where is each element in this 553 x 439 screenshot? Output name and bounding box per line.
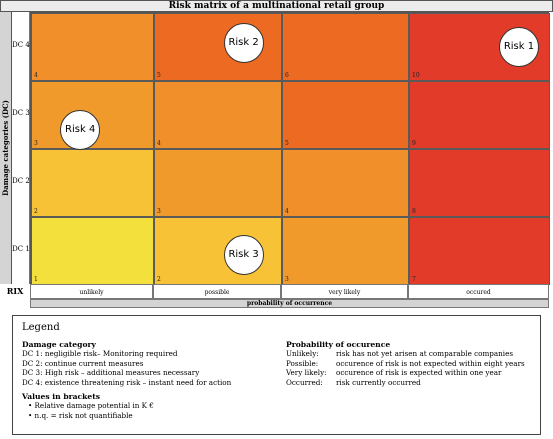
probability-term: Occurred: [286, 377, 323, 387]
rix-value: 6 [285, 72, 289, 79]
matrix-cell: 4 [154, 81, 282, 149]
matrix-cell: 3 [154, 149, 282, 217]
matrix-cell: 7 [409, 217, 550, 285]
legend-title: Legend [22, 322, 60, 333]
probability-item: Very likely: occurence of risk is expecte… [286, 368, 536, 377]
rix-value: 9 [412, 140, 416, 147]
matrix-cell: 3 [282, 217, 409, 285]
damage-item: DC 4: existence threatening risk – insta… [22, 377, 232, 387]
damage-item: DC 3: High risk – additional measures ne… [22, 368, 200, 378]
probability-item: Possible: occurence of risk is not expect… [286, 359, 536, 368]
rix-value: 7 [412, 276, 416, 283]
probability-desc: risk has not yet arisen at comparable co… [336, 349, 514, 359]
rix-value: 3 [34, 140, 38, 147]
probability-item: Unlikely: risk has not yet arisen at comp… [286, 349, 536, 358]
row-labels: DC 4 DC 3 DC 2 DC 1 [12, 12, 30, 284]
probability-legend: Probability of occurence Unlikely: risk h… [286, 340, 536, 387]
probability-term: Possible: [286, 358, 319, 368]
brackets-item: • Relative damage potential in K € [28, 401, 154, 411]
rix-value: 3 [157, 208, 161, 215]
column-label: unlikely [30, 284, 153, 299]
risk-marker: Risk 3 [223, 235, 264, 276]
brackets-heading: Values in brackets [22, 392, 101, 402]
y-axis-band [0, 12, 12, 284]
rix-value: 2 [157, 276, 161, 283]
rix-value: 5 [285, 140, 289, 147]
rix-value: 5 [157, 72, 161, 79]
matrix-cell: 1 [31, 217, 154, 285]
row-label: DC 4 [12, 41, 30, 49]
x-axis-label: probability of occurrence [30, 299, 549, 308]
risk-marker: Risk 2 [223, 22, 264, 63]
row-label: DC 1 [12, 245, 30, 253]
damage-category-legend: Damage category DC 1: negligible risk– M… [22, 340, 292, 420]
rix-value: 4 [34, 72, 38, 79]
rix-value: 1 [34, 276, 38, 283]
probability-desc: risk currently occurred [336, 377, 421, 387]
chart-title: Risk matrix of a multinational retail gr… [0, 0, 553, 12]
probability-term: Very likely: [286, 368, 327, 378]
matrix-cell: 4 [31, 13, 154, 81]
probability-term: Unlikely: [286, 349, 319, 359]
probability-desc: occurence of risk is not expected within… [336, 358, 525, 368]
rix-value: 2 [34, 208, 38, 215]
probability-heading: Probability of occurence [286, 340, 391, 349]
column-label: occured [408, 284, 549, 299]
rix-value: 10 [412, 72, 420, 79]
rix-value: 3 [285, 276, 289, 283]
damage-item: DC 2: continue current measures [22, 358, 144, 368]
rix-label: RIX [6, 286, 24, 296]
risk-marker: Risk 1 [498, 27, 539, 67]
risk-matrix-grid: 4 5 6 10 3 4 5 9 2 3 4 8 1 2 3 7 Risk 1 Risk 2 Risk 3 Risk … [30, 12, 550, 285]
matrix-cell: 8 [409, 149, 550, 217]
risk-marker: Risk 4 [60, 109, 101, 150]
damage-item: DC 1: negligible risk– Monitoring requir… [22, 349, 178, 359]
probability-desc: occurence of risk is expected within one… [336, 368, 502, 378]
matrix-cell: 2 [31, 149, 154, 217]
rix-value: 4 [157, 140, 161, 147]
y-axis-label: Damage categories (DC) [1, 100, 10, 196]
brackets-item: • n.q. = risk not quantifiable [28, 410, 133, 420]
rix-value: 4 [285, 208, 289, 215]
legend: Legend Damage category DC 1: negligible … [12, 315, 541, 435]
row-label: DC 3 [12, 109, 30, 117]
row-label: DC 2 [12, 177, 30, 185]
matrix-cell: 9 [409, 81, 550, 149]
matrix-cell: 4 [282, 149, 409, 217]
matrix-cell: 5 [282, 81, 409, 149]
probability-item: Occurred: risk currently occurred [286, 378, 536, 387]
damage-category-heading: Damage category [22, 340, 96, 349]
column-label: very likely [281, 284, 408, 299]
matrix-cell: 6 [282, 13, 409, 81]
column-label: possible [153, 284, 281, 299]
rix-value: 8 [412, 208, 416, 215]
